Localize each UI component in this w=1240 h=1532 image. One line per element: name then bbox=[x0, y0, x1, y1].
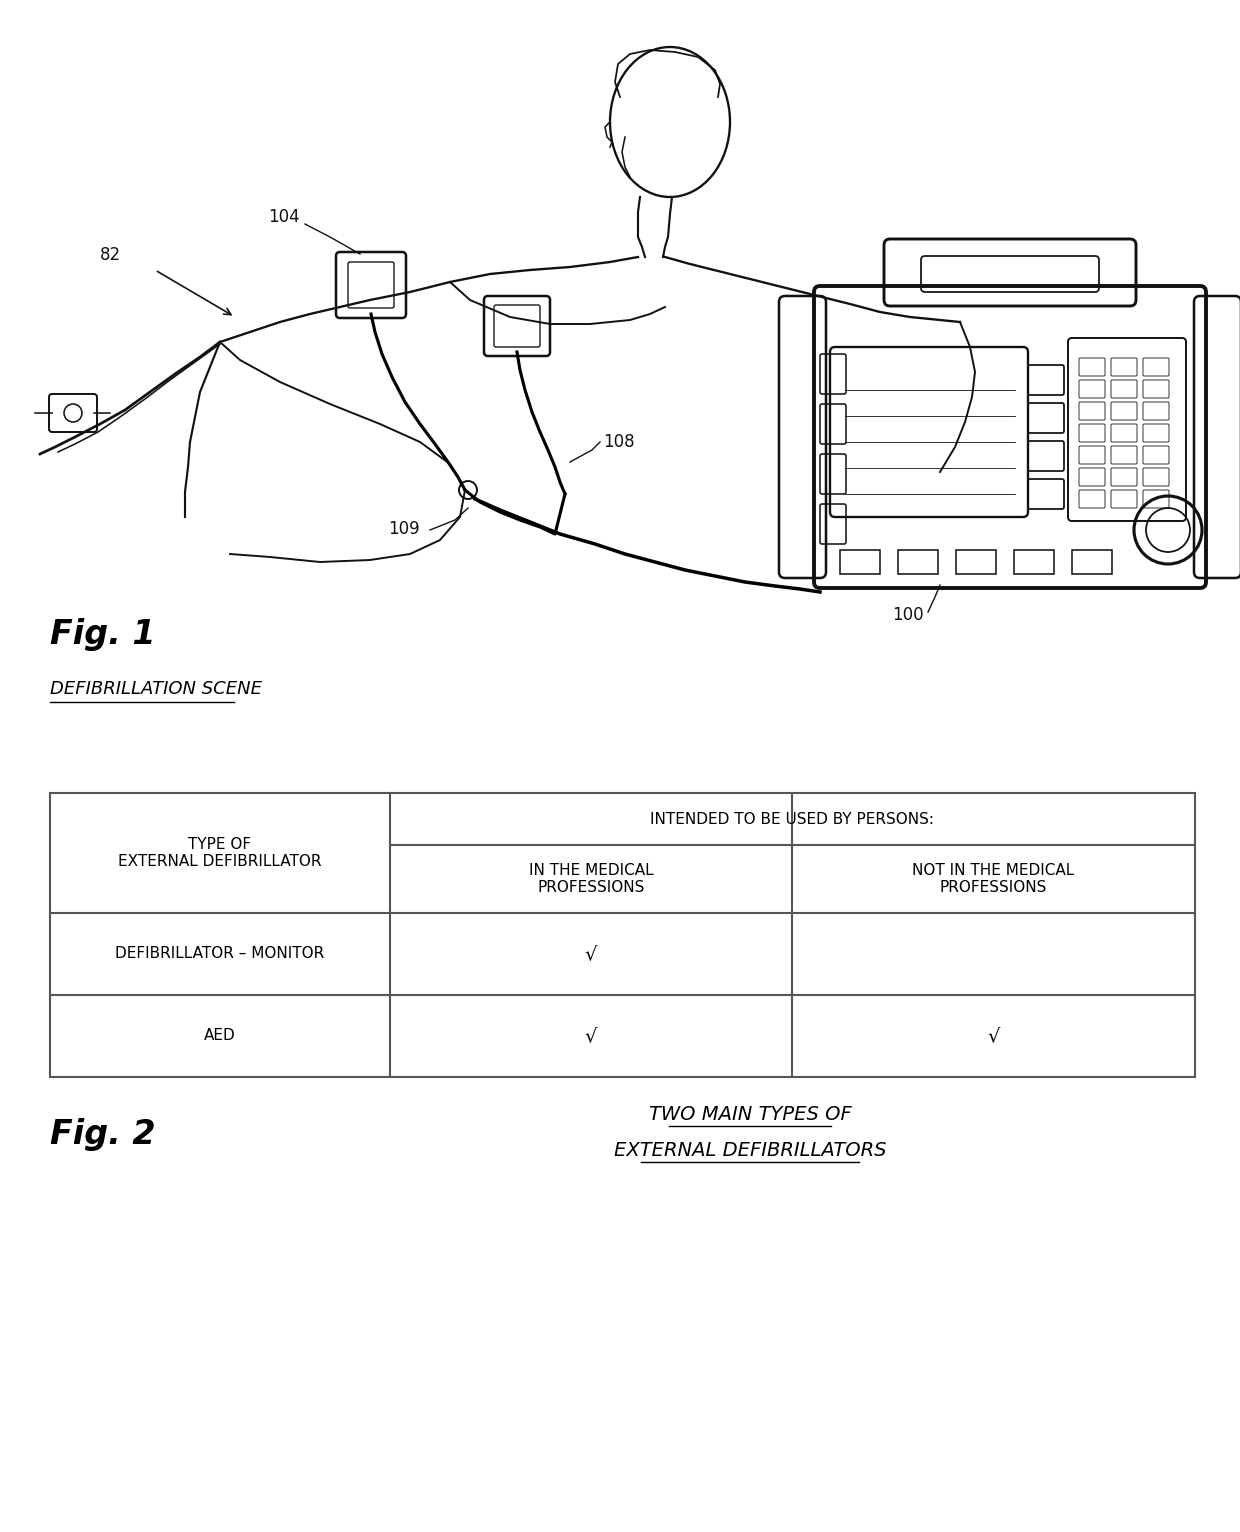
Text: NOT IN THE MEDICAL
PROFESSIONS: NOT IN THE MEDICAL PROFESSIONS bbox=[913, 863, 1075, 895]
Text: Fig. 1: Fig. 1 bbox=[50, 617, 156, 651]
Text: √: √ bbox=[585, 1026, 598, 1045]
Bar bbox=[839, 550, 880, 574]
Text: IN THE MEDICAL
PROFESSIONS: IN THE MEDICAL PROFESSIONS bbox=[528, 863, 653, 895]
Bar bbox=[956, 550, 996, 574]
Text: INTENDED TO BE USED BY PERSONS:: INTENDED TO BE USED BY PERSONS: bbox=[651, 812, 935, 826]
Text: AED: AED bbox=[205, 1028, 236, 1043]
Text: DEFIBRILLATOR – MONITOR: DEFIBRILLATOR – MONITOR bbox=[115, 947, 325, 962]
Text: 109: 109 bbox=[388, 519, 419, 538]
Text: 100: 100 bbox=[892, 607, 924, 624]
Text: 82: 82 bbox=[100, 247, 122, 264]
Text: √: √ bbox=[987, 1026, 999, 1045]
Text: EXTERNAL DEFIBRILLATORS: EXTERNAL DEFIBRILLATORS bbox=[614, 1141, 887, 1160]
Bar bbox=[1014, 550, 1054, 574]
Bar bbox=[898, 550, 937, 574]
Text: 104: 104 bbox=[268, 208, 300, 227]
Text: Fig. 2: Fig. 2 bbox=[50, 1118, 156, 1151]
Text: TYPE OF
EXTERNAL DEFIBRILLATOR: TYPE OF EXTERNAL DEFIBRILLATOR bbox=[118, 836, 321, 869]
Text: √: √ bbox=[585, 945, 598, 964]
Text: TWO MAIN TYPES OF: TWO MAIN TYPES OF bbox=[649, 1105, 852, 1124]
Bar bbox=[50, 794, 1195, 1077]
Text: 108: 108 bbox=[603, 434, 635, 450]
Bar bbox=[1073, 550, 1112, 574]
Text: DEFIBRILLATION SCENE: DEFIBRILLATION SCENE bbox=[50, 680, 262, 699]
